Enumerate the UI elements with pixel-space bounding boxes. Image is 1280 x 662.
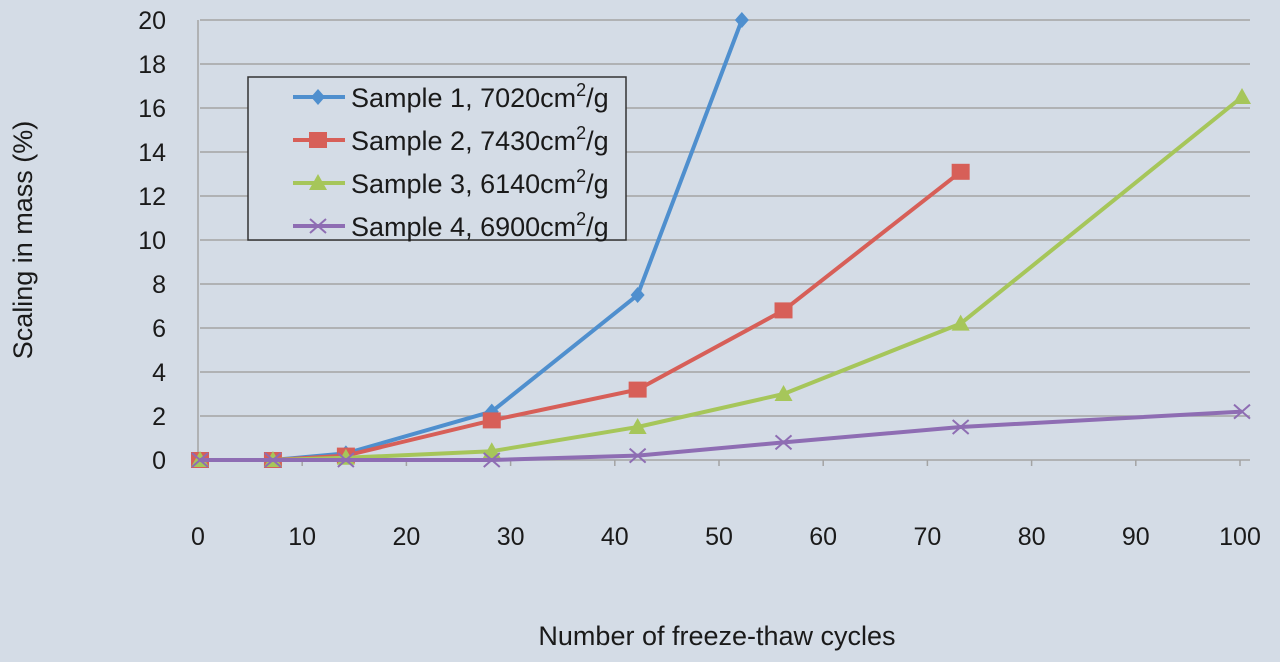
triangle-marker	[774, 385, 793, 401]
triangle-marker	[482, 442, 501, 459]
legend-label: Sample 4, 6900cm2/g	[351, 209, 609, 242]
legend-item: Sample 4, 6900cm2/g	[293, 209, 609, 242]
x-tick-label: 80	[1018, 523, 1046, 551]
x-marker	[337, 452, 355, 468]
y-axis-label: Scaling in mass (%)	[8, 121, 38, 360]
legend-label: Sample 1, 7020cm2/g	[351, 80, 609, 113]
y-tick-label: 18	[138, 51, 166, 79]
y-tick-label: 14	[138, 139, 166, 167]
x-tick-label: 30	[497, 523, 525, 551]
x-marker	[952, 419, 970, 435]
square-marker	[482, 412, 501, 429]
legend-label: Sample 3, 6140cm2/g	[351, 166, 609, 199]
square-marker	[951, 163, 970, 180]
x-marker	[309, 218, 327, 234]
series-4	[191, 403, 1251, 468]
legend-item: Sample 3, 6140cm2/g	[293, 166, 609, 199]
x-marker	[483, 452, 501, 468]
x-tick-label: 60	[809, 523, 837, 551]
x-tick-label: 100	[1219, 523, 1261, 551]
diamond-marker	[734, 12, 749, 28]
square-marker	[774, 302, 793, 319]
y-tick-label: 6	[152, 315, 166, 343]
square-marker	[309, 132, 327, 148]
x-tick-label: 50	[705, 523, 733, 551]
legend-item: Sample 2, 7430cm2/g	[293, 123, 609, 156]
x-axis-label: Number of freeze-thaw cycles	[538, 621, 895, 651]
legend-label: Sample 2, 7430cm2/g	[351, 123, 609, 156]
x-tick-label: 0	[191, 523, 205, 551]
legend-box	[247, 76, 627, 241]
y-tick-label: 8	[152, 271, 166, 299]
triangle-marker	[628, 418, 647, 434]
x-tick-label: 10	[288, 523, 316, 551]
y-tick-label: 4	[152, 359, 166, 387]
y-tick-label: 20	[138, 7, 166, 35]
series-line	[200, 409, 1243, 462]
legend-item: Sample 1, 7020cm2/g	[293, 80, 609, 113]
x-tick-label: 90	[1122, 523, 1150, 551]
y-tick-label: 12	[138, 183, 166, 211]
legend: Sample 1, 7020cm2/g Sample 2, 7430cm2/g Sa…	[247, 76, 627, 242]
y-tick-label: 16	[138, 95, 166, 123]
x-marker	[1233, 403, 1251, 420]
diamond-marker	[311, 89, 325, 105]
square-marker	[628, 381, 647, 398]
x-marker	[264, 452, 282, 468]
diamond-marker	[630, 287, 645, 303]
triangle-marker	[1233, 88, 1251, 104]
y-tick-label: 10	[138, 227, 166, 255]
y-tick-label: 0	[152, 447, 166, 475]
x-tick-label: 20	[392, 523, 420, 551]
x-tick-label: 40	[601, 523, 629, 551]
x-marker	[628, 447, 647, 464]
x-tick-label: 70	[913, 523, 941, 551]
x-marker	[191, 452, 209, 468]
x-marker	[774, 434, 793, 451]
triangle-marker	[309, 174, 327, 190]
triangle-marker	[951, 314, 970, 331]
y-tick-label: 2	[152, 403, 166, 431]
